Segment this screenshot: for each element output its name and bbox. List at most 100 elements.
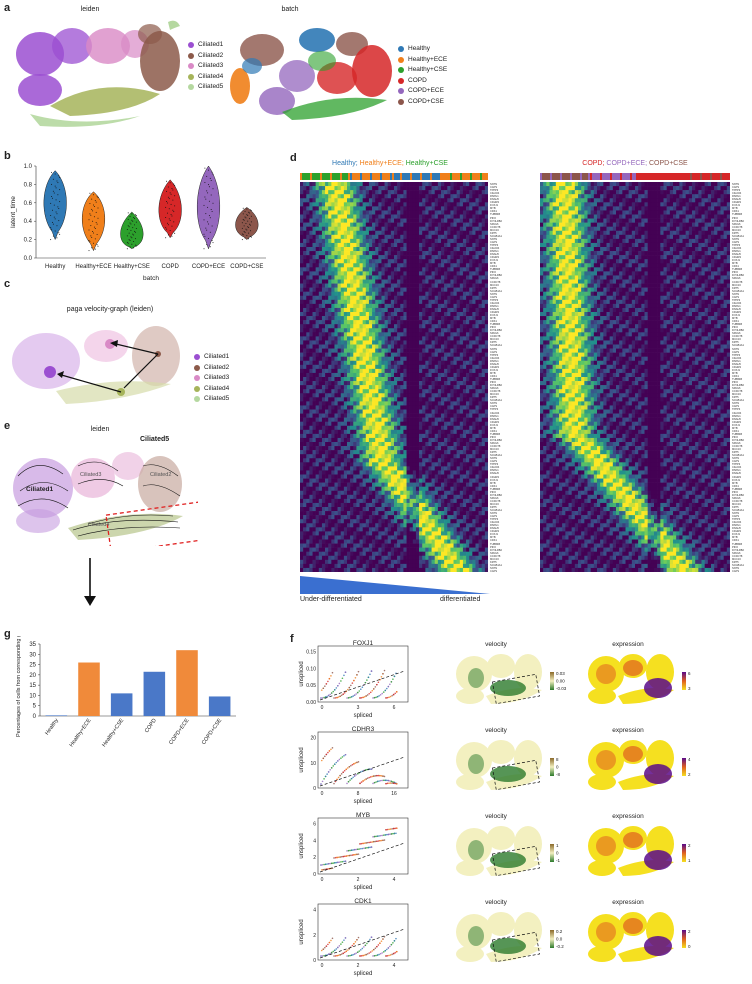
- gene-label: CCDC78: [732, 499, 743, 503]
- gene-label: FOXJ1: [490, 478, 499, 482]
- gene-label: CAPS: [732, 515, 740, 519]
- gene-label: SPAG6: [490, 277, 499, 281]
- label-ciliated2: Ciliated2: [150, 472, 172, 478]
- legend-label: Ciliated4: [204, 384, 230, 392]
- gene-label: DNAH5: [490, 362, 499, 366]
- gene-label: C9orf24: [732, 411, 742, 415]
- bar-xtick-label: Healthy+CSE: [101, 717, 125, 748]
- gene-label: CAPS: [732, 405, 740, 409]
- phase-ylabel: unspliced: [299, 661, 305, 686]
- gene-label: MUC16: [732, 228, 741, 232]
- gene-label: FOXJ1: [732, 259, 741, 263]
- gene-label: SPAG6: [732, 441, 741, 445]
- gene-label: SCGB1A1: [490, 563, 502, 567]
- bar-ylabel: Percentages of cells from corresponding …: [16, 636, 22, 737]
- heatmap-left-batch-bar: [300, 170, 488, 180]
- gene-label: FOXJ1: [732, 204, 741, 208]
- gene-label: CCDC78: [732, 445, 743, 449]
- gene-label: DNAH5: [732, 527, 741, 531]
- legend-label: Ciliated2: [204, 363, 230, 371]
- gene-label: SNTN: [732, 183, 740, 186]
- gene-label: CCDC78: [490, 554, 501, 558]
- violin-Healthy+ECE: [81, 191, 106, 252]
- gene-label: DYNLRB2: [732, 384, 744, 388]
- expression-umap-CDHR3: expression 4 2: [588, 727, 691, 790]
- gene-label: MYB: [490, 426, 496, 430]
- bar-Healthy: [45, 715, 68, 716]
- velocity-title: velocity: [485, 641, 507, 648]
- gene-label: CDHR3: [490, 420, 499, 424]
- gene-label: FOXJ1: [490, 533, 499, 537]
- gene-label: C9orf24: [732, 301, 742, 305]
- gene-label: MUC16: [490, 283, 499, 287]
- legend-label: COPD+ECE: [408, 87, 444, 94]
- gene-label: CDK1: [490, 265, 497, 269]
- gene-label: TPPP3: [732, 408, 741, 412]
- leiden-legend-item: Ciliated5: [188, 82, 223, 93]
- gene-label: FOXJ1: [732, 423, 741, 427]
- gene-label: TUBB4B: [732, 378, 743, 381]
- heatmap-title-part: COPD;: [582, 160, 607, 167]
- phase-ylabel: unspliced: [299, 747, 305, 772]
- gene-label: SPAG6: [490, 387, 499, 391]
- gene-label: SCGB1A1: [490, 399, 502, 403]
- gene-label: MYB: [732, 262, 738, 266]
- paga-legend: Ciliated1 Ciliated2 Ciliated3 Ciliated4 Cili…: [194, 352, 229, 405]
- gene-label: MYB: [732, 481, 738, 485]
- gene-label: CAPS: [732, 295, 740, 299]
- gene-title: CDK1: [354, 898, 372, 905]
- bar-COPD+ECE: [176, 650, 198, 716]
- gene-label: RSPH1: [732, 359, 741, 363]
- gene-label: DYNLRB2: [732, 329, 744, 333]
- phase-xlabel: spliced: [354, 971, 373, 977]
- gene-label: SCGB1A1: [490, 454, 502, 458]
- gene-label: RSPH1: [490, 359, 499, 363]
- gene-title: CDHR3: [352, 726, 375, 733]
- gene-label: C9orf24: [732, 246, 742, 250]
- velocity-title: velocity: [485, 727, 507, 734]
- bar-xtick-label: Healthy: [44, 718, 60, 737]
- violin-ytick-label: 1.0: [24, 164, 33, 170]
- bar-xtick-label: Healthy+ECE: [69, 717, 93, 748]
- gene-label: TPPP3: [732, 189, 741, 193]
- gene-label: CDHR3: [490, 256, 499, 260]
- gene-label: SNTN: [732, 292, 740, 296]
- legend-label: Ciliated4: [198, 72, 224, 80]
- gene-label: SNTN: [732, 402, 740, 406]
- legend-label: Ciliated3: [198, 62, 224, 69]
- heatmap-left-title: Healthy; Healthy+ECE; Healthy+CSE: [300, 160, 480, 167]
- legend-label: Ciliated5: [198, 83, 224, 90]
- gene-label: CCDC78: [490, 445, 501, 449]
- panel-letter-c: c: [4, 278, 11, 290]
- gene-label: RSPH1: [732, 250, 741, 254]
- leiden-legend-item: Ciliated3: [188, 61, 223, 72]
- gene-label: FOXJ1: [490, 259, 499, 263]
- gene-label: PIFO: [732, 216, 739, 220]
- heatmap-right-title: COPD; COPD+ECE; COPD+CSE: [540, 160, 730, 167]
- violin-COPD: [158, 179, 182, 239]
- gene-label: DYNLRB2: [732, 219, 744, 223]
- colorbar-tick: 0.00: [556, 679, 565, 684]
- panel-letter-b: b: [4, 150, 11, 162]
- paga-graph: [12, 326, 180, 404]
- gene-label: CDK1: [490, 320, 497, 324]
- gene-label: RSPH1: [490, 469, 499, 473]
- under-differentiated-label: Under-differentiated: [300, 596, 362, 603]
- gene-label: CAPS: [490, 350, 498, 354]
- heatmap-title-part: COPD+ECE;: [606, 160, 649, 167]
- bar-ytick-label: 15: [29, 683, 36, 689]
- gene-label: RSPH1: [490, 195, 499, 199]
- gene-label: CAPS: [490, 240, 498, 244]
- gene-label: DYNLRB2: [490, 219, 502, 223]
- legend-label: COPD: [408, 76, 427, 84]
- gene-label: CCDC78: [732, 390, 743, 394]
- gene-label: TUBB4B: [490, 323, 501, 327]
- gene-label: CAPS: [490, 295, 498, 299]
- down-arrow-icon: [84, 558, 96, 606]
- gene-label: MYB: [490, 371, 496, 375]
- gene-label: CDHR3: [490, 201, 499, 205]
- legend-label: Ciliated3: [204, 374, 230, 381]
- gene-label: RSPH1: [732, 469, 741, 473]
- colorbar-tick: 8: [556, 757, 559, 762]
